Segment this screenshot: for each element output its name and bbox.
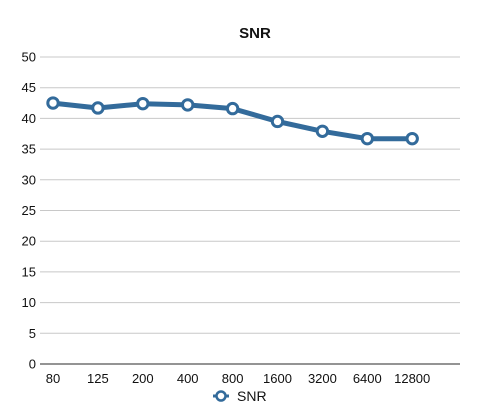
data-point [91,101,105,115]
data-point [315,124,330,138]
legend: SNR [213,388,267,404]
legend-label: SNR [237,388,267,404]
data-point [181,98,195,112]
x-tick-label: 800 [222,371,244,386]
data-point [270,114,285,129]
x-tick-label: 200 [132,371,154,386]
y-tick-label: 35 [22,142,36,157]
y-tick-label: 40 [22,111,36,126]
data-point [136,96,150,111]
y-axis-tick-labels: 0 5 10 15 20 25 30 35 40 45 50 [22,50,36,372]
y-tick-label: 5 [29,326,36,341]
chart-title: SNR [239,25,271,42]
x-tick-label: 125 [87,371,109,386]
y-tick-label: 45 [22,80,36,95]
y-tick-label: 0 [29,357,36,372]
x-tick-label: 3200 [308,371,337,386]
y-tick-label: 10 [22,295,36,310]
y-tick-label: 50 [22,50,36,65]
x-tick-label: 400 [177,371,199,386]
grid [40,56,460,334]
data-point [225,101,240,116]
x-tick-label: 80 [46,371,60,386]
x-tick-label: 1600 [263,371,292,386]
y-tick-label: 15 [22,264,36,279]
legend-marker-icon [215,390,227,402]
y-tick-label: 25 [22,203,36,218]
y-tick-label: 30 [22,172,36,187]
x-tick-label: 12800 [394,371,430,386]
data-point [405,131,419,146]
data-point [46,96,60,110]
data-point [360,131,374,146]
x-axis-tick-labels: 80 125 200 400 800 1600 3200 6400 12800 [46,371,431,386]
y-tick-label: 20 [22,234,36,249]
series-markers-snr [46,96,419,146]
x-tick-label: 6400 [353,371,382,386]
